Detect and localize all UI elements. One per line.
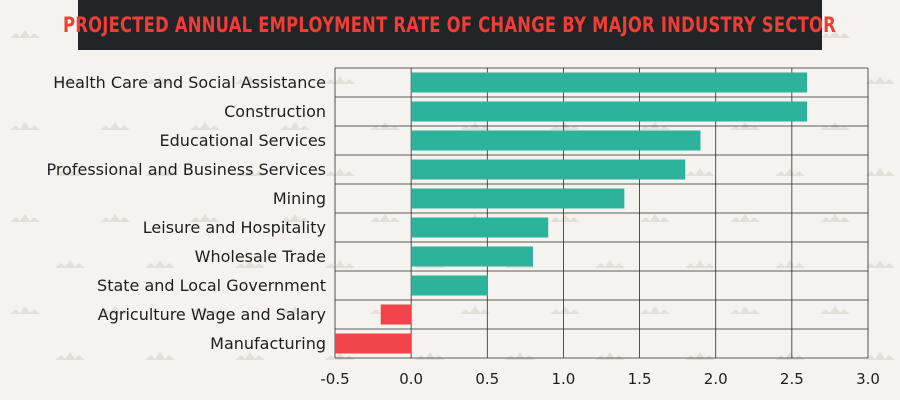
background-tuft	[820, 214, 850, 222]
bar	[411, 130, 701, 151]
background-tuft	[865, 168, 895, 176]
bar	[411, 188, 625, 209]
background-tuft	[325, 168, 355, 176]
x-tick-label: 2.5	[780, 370, 804, 388]
background-tuft	[100, 306, 130, 314]
background-tuft	[685, 168, 715, 176]
background-tuft	[280, 214, 310, 222]
bar	[335, 333, 412, 354]
background-tuft	[550, 214, 580, 222]
category-label: Leisure and Hospitality	[143, 218, 326, 237]
category-label: Educational Services	[160, 131, 326, 150]
background-tuft	[685, 260, 715, 268]
background-tuft	[10, 122, 40, 130]
background-tuft	[640, 306, 670, 314]
background-tuft	[235, 352, 265, 360]
background-tuft	[235, 168, 265, 176]
category-label: Professional and Business Services	[46, 160, 326, 179]
x-tick-label: -0.5	[320, 370, 349, 388]
background-tuft	[325, 260, 355, 268]
background-tuft	[640, 214, 670, 222]
x-tick-label: 1.5	[628, 370, 652, 388]
x-tick-label: 1.0	[551, 370, 575, 388]
background-tuft	[190, 306, 220, 314]
category-label: Wholesale Trade	[195, 247, 326, 266]
bar	[411, 217, 549, 238]
bar	[411, 275, 488, 296]
background-tuft	[820, 30, 850, 38]
background-tuft	[730, 306, 760, 314]
background-tuft	[100, 214, 130, 222]
bar	[411, 246, 533, 267]
background-tuft	[595, 260, 625, 268]
background-tuft	[460, 306, 490, 314]
bar	[411, 72, 808, 93]
background-tuft	[370, 214, 400, 222]
background-tuft	[100, 122, 130, 130]
category-label: Health Care and Social Assistance	[53, 73, 326, 92]
x-tick-label: 0.5	[475, 370, 499, 388]
category-label: Agriculture Wage and Salary	[98, 305, 326, 324]
background-tuft	[730, 214, 760, 222]
category-label: Mining	[273, 189, 326, 208]
background-tuft	[145, 260, 175, 268]
background-tuft	[280, 122, 310, 130]
background-tuft	[775, 260, 805, 268]
background-tuft	[145, 352, 175, 360]
background-tuft	[10, 30, 40, 38]
background-tuft	[775, 168, 805, 176]
background-tuft	[190, 214, 220, 222]
background-tuft	[235, 76, 265, 84]
background-tuft	[55, 76, 85, 84]
background-tuft	[550, 306, 580, 314]
background-tuft	[10, 306, 40, 314]
background-tuft	[55, 352, 85, 360]
category-label: State and Local Government	[97, 276, 326, 295]
background-tuft	[145, 76, 175, 84]
background-tuft	[190, 122, 220, 130]
bar	[411, 159, 686, 180]
x-tick-label: 3.0	[856, 370, 880, 388]
background-tuft	[10, 214, 40, 222]
background-tuft	[235, 260, 265, 268]
background-tuft	[820, 306, 850, 314]
background-tuft	[865, 352, 895, 360]
x-tick-label: 0.0	[399, 370, 423, 388]
background-tuft	[55, 168, 85, 176]
title-banner: PROJECTED ANNUAL EMPLOYMENT RATE OF CHAN…	[63, 0, 836, 50]
background-tuft	[280, 306, 310, 314]
background-tuft	[865, 76, 895, 84]
bar	[411, 101, 808, 122]
background-tuft	[55, 260, 85, 268]
x-tick-label: 2.0	[704, 370, 728, 388]
category-label: Construction	[224, 102, 326, 121]
bar	[380, 304, 412, 325]
chart-title: PROJECTED ANNUAL EMPLOYMENT RATE OF CHAN…	[63, 13, 837, 37]
background-tuft	[145, 168, 175, 176]
category-label: Manufacturing	[210, 334, 326, 353]
background-tuft	[325, 76, 355, 84]
background-tuft	[865, 260, 895, 268]
